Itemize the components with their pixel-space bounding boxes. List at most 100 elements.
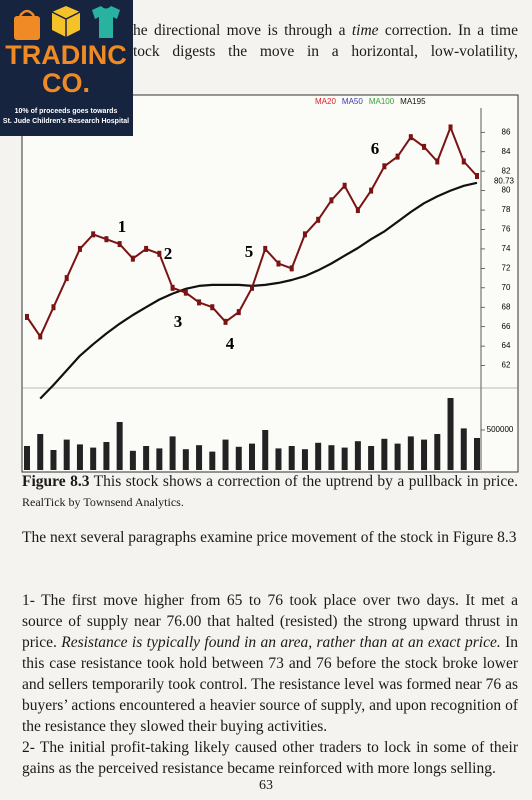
y-tick-label: 78 [502, 205, 511, 214]
y-tick-label: 80 [502, 186, 511, 195]
volume-bar [301, 449, 308, 470]
y-tick-label: 72 [502, 263, 511, 272]
price-bar [329, 197, 334, 204]
volume-bar [222, 439, 229, 470]
volume-bar [328, 445, 335, 470]
volume-bar [196, 445, 203, 470]
volume-bar [275, 448, 282, 470]
volume-bar [103, 442, 110, 470]
volume-bar [368, 446, 375, 470]
price-bar [448, 124, 453, 131]
price-bar [130, 255, 135, 262]
price-bar [25, 313, 29, 320]
volume-tick-label: 500000 [487, 425, 514, 434]
price-bar [170, 284, 175, 291]
volume-bar [24, 446, 30, 470]
box-lines [51, 11, 81, 37]
price-bar [355, 207, 360, 214]
price-bar [250, 284, 254, 291]
volume-bar [460, 428, 467, 470]
price-bar [104, 236, 109, 243]
text: Resistance is typically found in an area… [61, 634, 501, 651]
price-bar [302, 231, 307, 238]
text-line: he directional move is through a time co… [133, 22, 518, 40]
text: correction. In a time [378, 22, 518, 39]
price-bar [475, 173, 479, 180]
shirt-icon [92, 6, 120, 38]
volume-bar [143, 446, 150, 470]
price-bar [210, 304, 215, 311]
legend-entry: MA50 [342, 97, 363, 106]
price-bar [77, 245, 82, 252]
legend-entry: MA20 [315, 97, 336, 106]
price-bar [263, 245, 268, 252]
volume-bar [209, 451, 216, 470]
logo-graphic: TRADINC CO. 10% of proceeds goes towards… [3, 6, 129, 125]
volume-bar [156, 448, 163, 470]
volume-bar [262, 430, 269, 470]
volume-bar [341, 447, 348, 470]
price-bar [422, 143, 427, 150]
y-tick-label: 70 [502, 283, 511, 292]
volume-bar [182, 449, 189, 470]
legend-entry: MA100 [369, 97, 395, 106]
price-bar [435, 158, 440, 165]
annotation: 1 [118, 217, 127, 236]
logo-tagline: St. Jude Children's Research Hospital [3, 118, 129, 125]
y-tick-label: 68 [502, 302, 511, 311]
text: In this case resistance took hold betwee… [22, 634, 518, 735]
volume-bar [354, 441, 361, 470]
price-bar [289, 265, 294, 272]
volume-bar [381, 438, 388, 470]
price-bar [38, 333, 43, 340]
figure-caption: Figure 8.3 This stock shows a correction… [22, 472, 518, 512]
price-bar [117, 241, 122, 248]
price-bar [197, 299, 202, 306]
price-bar [382, 163, 387, 170]
volume-bar [447, 398, 454, 470]
price-bar [236, 309, 241, 316]
text: he directional move is through a [133, 22, 352, 39]
price-bar [342, 182, 347, 189]
paragraph: 1- The first move higher from 65 to 76 t… [22, 590, 518, 737]
price-bar [316, 216, 321, 223]
text: The next several paragraphs examine pric… [22, 529, 517, 546]
price-bar [91, 231, 96, 238]
annotation: 2 [164, 244, 173, 263]
bag-icon [14, 16, 40, 40]
caption-credit: RealTick by Townsend Analytics. [22, 495, 184, 509]
y-tick-label: 64 [502, 341, 511, 350]
price-bar [369, 187, 374, 194]
annotation: 5 [245, 242, 254, 261]
logo-name: CO. [42, 68, 90, 98]
page-number: 63 [259, 778, 273, 793]
text: 1- The first move higher from 65 to 76 t… [22, 592, 518, 651]
caption-label: Figure 8.3 [22, 473, 90, 490]
last-price-label: 80.73 [494, 177, 515, 186]
volume-bar [169, 436, 176, 470]
volume-bar [90, 447, 97, 470]
volume-bar [407, 436, 414, 470]
logo-name: TRADINC [5, 40, 127, 70]
y-tick-label: 84 [502, 147, 511, 156]
volume-bar [50, 450, 57, 470]
annotation: 6 [371, 139, 380, 158]
volume-bar [116, 422, 123, 470]
legend-entry: MA195 [400, 97, 426, 106]
y-tick-label: 62 [502, 361, 511, 370]
y-tick-label: 66 [502, 322, 511, 331]
price-bar [395, 153, 400, 160]
volume-bar [315, 442, 322, 470]
price-bar [408, 134, 413, 141]
volume-bar [76, 444, 83, 470]
volume-bar [63, 439, 70, 470]
bag-handle [18, 9, 36, 17]
caption-text: This stock shows a correction of the upt… [89, 473, 519, 490]
text: time [351, 22, 379, 39]
text-line: tock digests the move in a horizontal, l… [133, 43, 518, 60]
paragraph: The next several paragraphs examine pric… [22, 527, 518, 548]
paragraph: 2- The initial profit-taking likely caus… [22, 737, 518, 779]
y-tick-label: 76 [502, 225, 511, 234]
price-bar [223, 318, 228, 325]
